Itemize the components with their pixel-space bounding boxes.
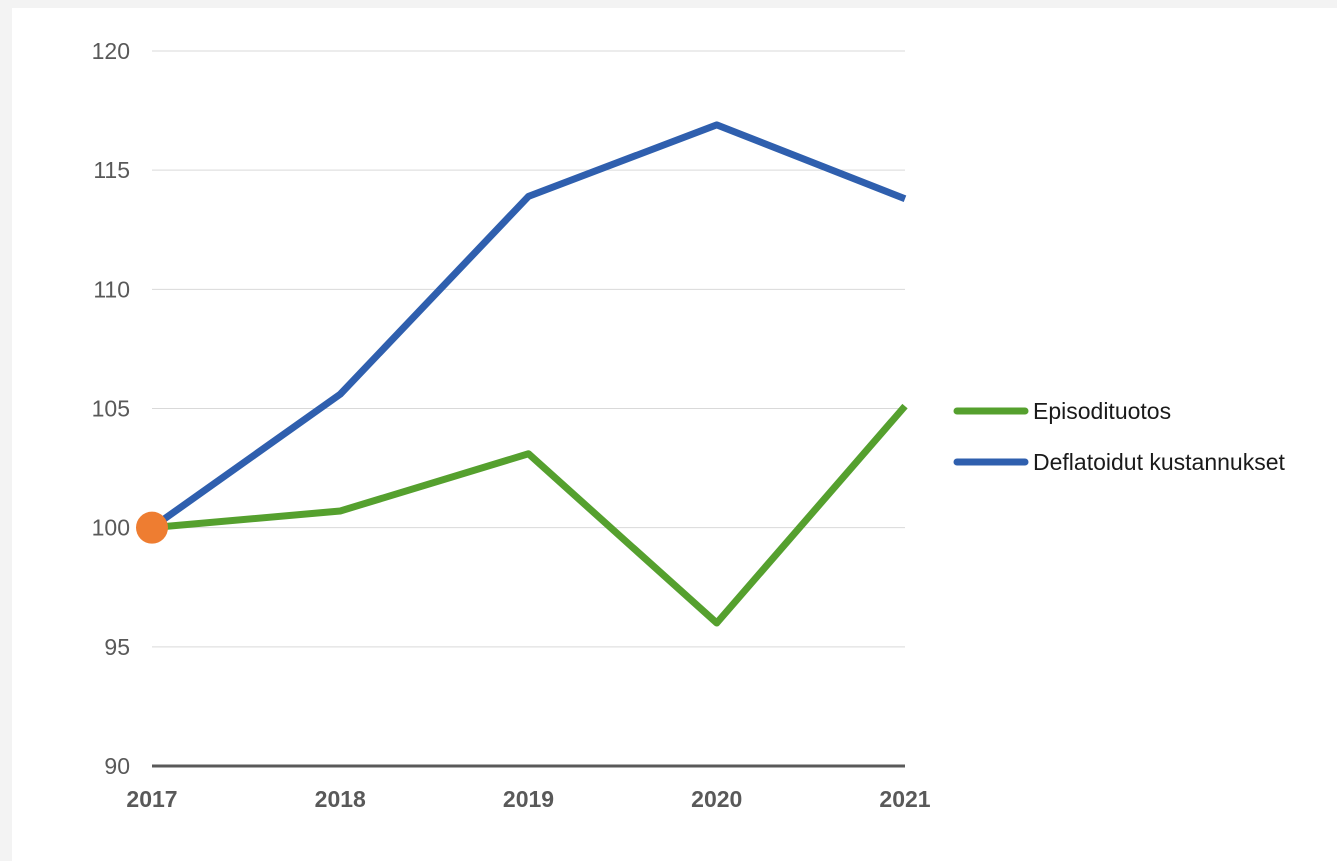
- x-axis-ticks: 2017 2018 2019 2020 2021: [126, 786, 930, 812]
- y-tick-label: 95: [104, 634, 130, 660]
- legend-label: Deflatoidut kustannukset: [1033, 449, 1285, 475]
- x-tick-label: 2017: [126, 786, 177, 812]
- y-tick-label: 115: [93, 157, 130, 183]
- series-line-1: [149, 121, 907, 531]
- legend: Episodituotos Deflatoidut kustannukset: [953, 398, 1285, 475]
- chart-card: 90 95 100 105 110 115 120 2017 2018 2019 2020 2021…: [12, 8, 1337, 861]
- x-tick-label: 2018: [315, 786, 366, 812]
- y-tick-label: 120: [92, 38, 130, 64]
- x-tick-label: 2019: [503, 786, 554, 812]
- line-chart: 90 95 100 105 110 115 120 2017 2018 2019 2020 2021…: [92, 38, 1286, 812]
- y-tick-label: 105: [92, 396, 130, 422]
- legend-label: Episodituotos: [1033, 398, 1171, 424]
- gridlines: [152, 50, 905, 648]
- y-tick-label: 100: [92, 515, 130, 541]
- series-line-0: [151, 403, 908, 627]
- y-axis-ticks: 90 95 100 105 110 115 120: [92, 38, 130, 779]
- x-tick-label: 2020: [691, 786, 742, 812]
- markers: [136, 511, 168, 544]
- start-marker: [136, 511, 168, 544]
- series-lines: [149, 121, 908, 627]
- y-tick-label: 90: [104, 753, 130, 779]
- x-tick-label: 2021: [879, 786, 930, 812]
- y-tick-label: 110: [93, 276, 130, 302]
